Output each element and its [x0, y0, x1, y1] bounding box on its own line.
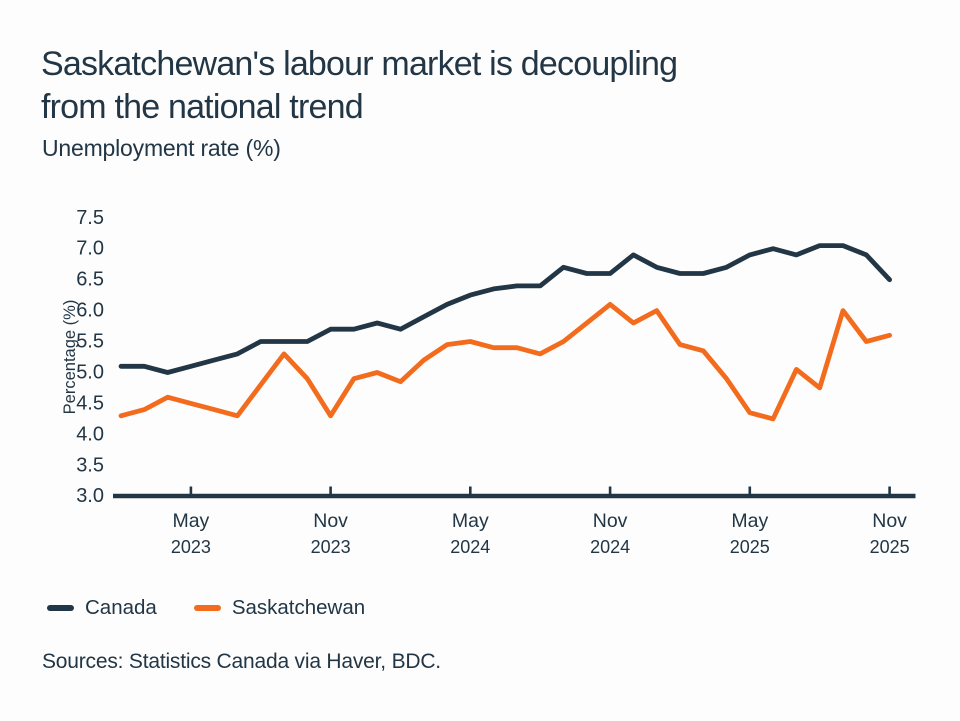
- page-title: Saskatchewan's labour market is decoupli…: [41, 43, 821, 129]
- x-tick-month-label: Nov: [313, 510, 348, 532]
- saskatchewan-line: [118, 301, 892, 422]
- y-tick-label: 3.5: [76, 454, 104, 476]
- x-tick-month-label: Nov: [593, 510, 628, 532]
- y-axis-title: Percentage (%): [61, 300, 79, 415]
- legend-label-canada: Canada: [85, 596, 157, 619]
- chart-legend: Canada Saskatchewan: [47, 596, 365, 620]
- legend-item-saskatchewan: Saskatchewan: [193, 596, 366, 620]
- saskatchewan-line-swatch: [193, 605, 221, 611]
- y-tick-label: 5.0: [76, 362, 104, 384]
- y-tick-label: 6.5: [76, 269, 104, 291]
- y-tick-label: 4.0: [76, 423, 104, 445]
- page-title-line2: from the national trend: [41, 88, 364, 126]
- x-tick-year-label: 2024: [450, 537, 490, 557]
- canada-line-swatch: [47, 605, 74, 611]
- legend-item-canada: Canada: [47, 596, 157, 620]
- chart-subtitle: Unemployment rate (%): [42, 135, 281, 161]
- canada-line: [118, 243, 892, 375]
- y-tick-label: 5.5: [76, 331, 104, 353]
- x-tick-month-label: May: [452, 510, 489, 532]
- x-tick-year-label: 2023: [171, 537, 211, 557]
- legend-label-saskatchewan: Saskatchewan: [231, 596, 366, 619]
- x-tick-month-label: May: [731, 510, 768, 532]
- y-tick-label: 7.0: [76, 238, 104, 260]
- y-tick-label: 4.5: [76, 392, 104, 414]
- x-tick-month-label: Nov: [872, 510, 907, 532]
- y-tick-label: 3.0: [76, 485, 104, 507]
- y-axis-tick-labels: 3.0 3.5 4.0 4.5 5.0 5.5 6.0 6.5 7.0 7.5: [76, 207, 104, 507]
- x-tick-year-label: 2025: [730, 537, 770, 557]
- y-tick-label: 6.0: [76, 300, 104, 322]
- x-axis-ticks: [189, 486, 891, 496]
- source-note: Sources: Statistics Canada via Haver, BD…: [42, 650, 441, 673]
- x-tick-year-label: 2023: [311, 537, 351, 557]
- x-tick-month-label: May: [172, 510, 209, 532]
- x-tick-year-label: 2024: [590, 537, 630, 557]
- x-axis-tick-labels: May 2023 Nov 2023 May 2024 Nov 2024 May 2025 Nov 20…: [171, 510, 910, 557]
- y-tick-label: 7.5: [76, 207, 104, 229]
- page-title-line1: Saskatchewan's labour market is decoupli…: [41, 45, 678, 83]
- x-tick-year-label: 2025: [870, 537, 910, 557]
